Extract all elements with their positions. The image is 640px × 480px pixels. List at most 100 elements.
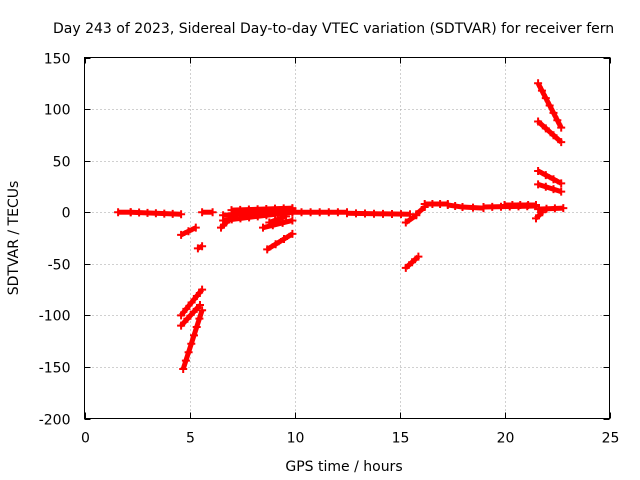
data-point xyxy=(436,199,445,208)
data-point xyxy=(227,206,236,215)
data-point xyxy=(541,124,550,133)
data-point xyxy=(534,166,543,175)
data-point xyxy=(333,208,342,217)
data-point xyxy=(534,79,543,88)
data-point xyxy=(177,311,186,320)
data-point xyxy=(244,205,253,214)
data-point xyxy=(420,199,429,208)
data-point-run xyxy=(262,218,293,231)
data-point xyxy=(177,230,186,239)
data-point xyxy=(553,116,562,125)
data-point xyxy=(288,216,297,225)
data-point xyxy=(191,223,200,232)
data-point xyxy=(192,292,201,301)
data-point xyxy=(414,252,423,261)
data-point-run xyxy=(537,205,564,212)
data-point xyxy=(280,235,288,244)
data-point xyxy=(559,204,568,213)
y-tick-label: 50 xyxy=(53,155,71,171)
data-point-run xyxy=(536,168,563,186)
y-axis-label: SDTVAR / TECUs xyxy=(6,181,22,296)
data-point xyxy=(217,223,225,232)
data-point xyxy=(278,218,287,227)
x-tick-label: 0 xyxy=(81,431,90,447)
data-point xyxy=(189,307,198,316)
data-point xyxy=(196,301,204,310)
data-point xyxy=(190,331,198,340)
data-point xyxy=(168,209,177,218)
data-point xyxy=(412,210,421,219)
data-point xyxy=(534,205,543,214)
data-point xyxy=(343,209,351,218)
data-point xyxy=(179,364,188,373)
data-point xyxy=(541,182,550,191)
data-point xyxy=(198,285,207,294)
data-point xyxy=(135,208,144,217)
y-tick-label: -200 xyxy=(39,413,71,429)
data-point xyxy=(458,203,467,212)
y-tick-label: 0 xyxy=(62,206,71,222)
data-point xyxy=(361,209,369,218)
data-point xyxy=(428,199,437,208)
data-point-run xyxy=(414,205,427,217)
x-tick-label: 5 xyxy=(186,431,195,447)
data-point xyxy=(151,209,160,218)
data-point xyxy=(297,208,306,217)
data-point xyxy=(114,208,123,217)
data-point xyxy=(370,209,378,218)
data-point xyxy=(388,209,396,218)
data-point xyxy=(279,204,288,213)
data-point xyxy=(469,203,477,212)
data-point xyxy=(488,202,497,211)
data-series xyxy=(114,79,568,373)
data-point xyxy=(208,208,217,217)
data-point xyxy=(532,214,540,223)
data-point xyxy=(557,138,566,147)
y-tick-label: 100 xyxy=(44,103,71,119)
data-point xyxy=(143,208,152,217)
y-tick-label: -100 xyxy=(39,309,71,325)
data-point xyxy=(198,208,207,217)
data-point-run xyxy=(404,213,418,225)
data-point xyxy=(268,221,277,230)
x-tick-label: 10 xyxy=(287,431,305,447)
data-point xyxy=(397,210,405,219)
data-point xyxy=(187,339,196,348)
data-point-run xyxy=(534,210,545,221)
data-point xyxy=(126,208,135,217)
data-point xyxy=(183,314,192,323)
data-point xyxy=(352,209,360,218)
axis-ticks: 0 5 10 15 20 25 -200 -150 -100 -50 0 50 100 150 xyxy=(39,52,620,447)
data-point xyxy=(177,321,186,330)
data-point xyxy=(408,258,417,267)
data-point xyxy=(557,187,566,196)
data-point xyxy=(557,123,566,132)
data-point-run xyxy=(179,303,202,328)
data-point xyxy=(550,204,559,213)
data-point xyxy=(534,117,543,126)
data-point xyxy=(259,223,267,232)
data-point xyxy=(315,208,324,217)
data-point xyxy=(236,205,245,214)
data-point xyxy=(542,204,551,213)
data-point xyxy=(479,203,488,212)
data-point xyxy=(288,229,297,238)
data-point xyxy=(534,180,543,189)
data-point xyxy=(537,86,546,95)
data-point xyxy=(451,202,460,211)
data-point xyxy=(532,200,540,209)
data-point xyxy=(288,208,297,217)
x-tick-label: 15 xyxy=(392,431,410,447)
data-point xyxy=(401,263,410,272)
data-point xyxy=(549,175,558,184)
data-point xyxy=(524,200,533,209)
data-point xyxy=(219,211,228,220)
data-point xyxy=(192,322,201,331)
data-point xyxy=(549,185,558,194)
data-point xyxy=(177,210,186,219)
chart-title: Day 243 of 2023, Sidereal Day-to-day VTE… xyxy=(53,21,614,37)
data-point xyxy=(557,179,566,188)
data-point xyxy=(187,298,196,307)
data-point xyxy=(306,208,315,217)
